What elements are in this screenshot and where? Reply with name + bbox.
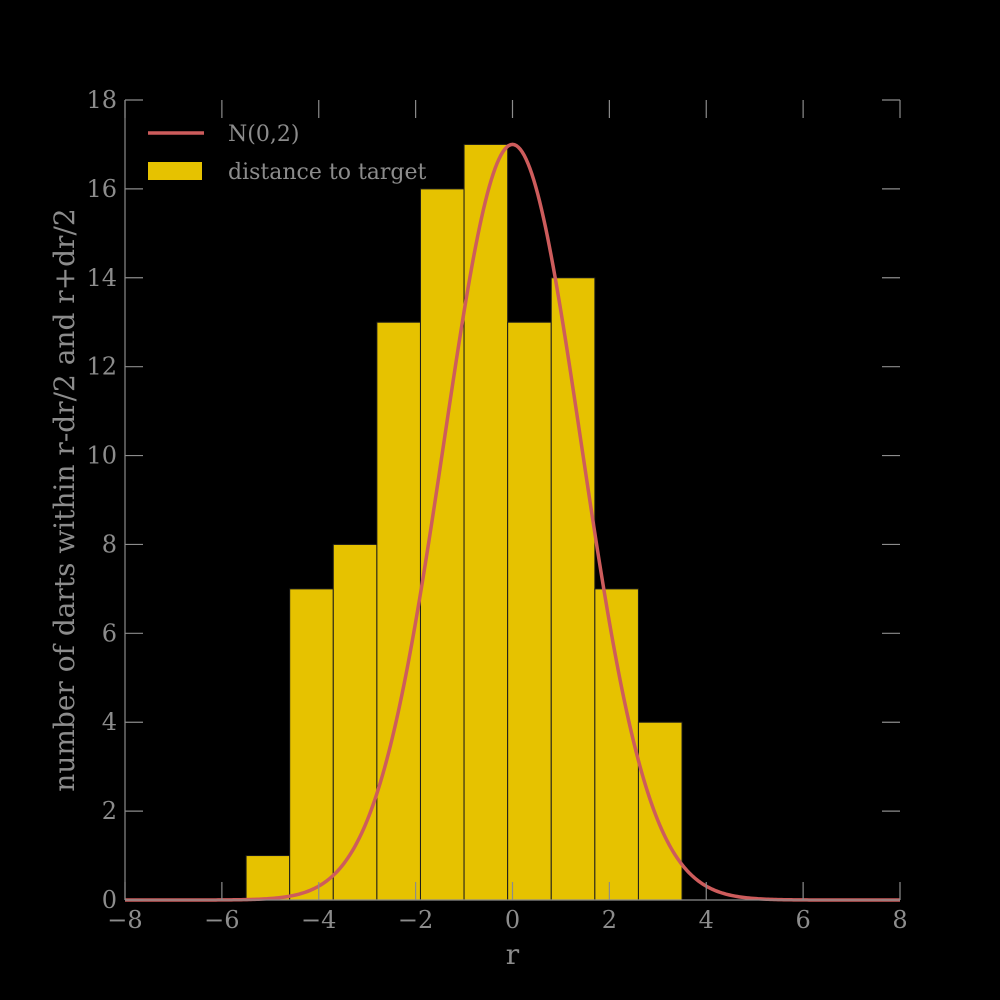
y-tick-label: 18 (86, 86, 117, 114)
x-tick-label: −8 (107, 906, 142, 934)
histogram-bar (376, 321, 421, 901)
curve-line (125, 142, 900, 902)
histogram-bar (332, 543, 378, 901)
legend-label-histogram: distance to target (228, 160, 427, 185)
normal-curve (125, 142, 900, 902)
y-tick-label: 14 (86, 264, 117, 292)
y-tick-label: 16 (86, 175, 117, 203)
histogram-bar (637, 721, 683, 901)
x-axis-label: r (506, 938, 520, 971)
x-tick-label: 8 (892, 906, 907, 934)
x-tick-label: 2 (602, 906, 617, 934)
x-tick-label: 0 (505, 906, 520, 934)
histogram-bar (594, 588, 639, 901)
x-tick-label: −4 (301, 906, 336, 934)
y-tick-label: 6 (102, 619, 117, 647)
y-tick-label: 4 (102, 708, 117, 736)
y-tick-label: 2 (102, 797, 117, 825)
histogram-bar (507, 321, 552, 901)
y-tick-label: 8 (102, 530, 117, 558)
y-tick-label: 10 (86, 442, 117, 470)
x-tick-label: −6 (204, 906, 239, 934)
y-tick-label: 0 (102, 886, 117, 914)
legend-label-curve: N(0,2) (228, 122, 299, 147)
histogram-bar (463, 143, 509, 901)
histogram-bars (245, 143, 683, 901)
histogram-bar (550, 277, 596, 901)
x-tick-label: −2 (398, 906, 433, 934)
legend: N(0,2) distance to target (148, 122, 427, 185)
histogram-bar (245, 855, 291, 901)
x-tick-label: 6 (795, 906, 810, 934)
legend-swatch-histogram (148, 162, 202, 180)
histogram-bar (289, 588, 334, 901)
y-tick-label: 12 (86, 353, 117, 381)
x-tick-label: 4 (699, 906, 714, 934)
ticks: 0 2 4 6 8 10 12 14 16 18 −8 −6 −4 −2 0 2 4 6 8 (86, 86, 907, 934)
y-axis-label: number of darts within r-dr/2 and r+dr/2 (48, 208, 81, 791)
